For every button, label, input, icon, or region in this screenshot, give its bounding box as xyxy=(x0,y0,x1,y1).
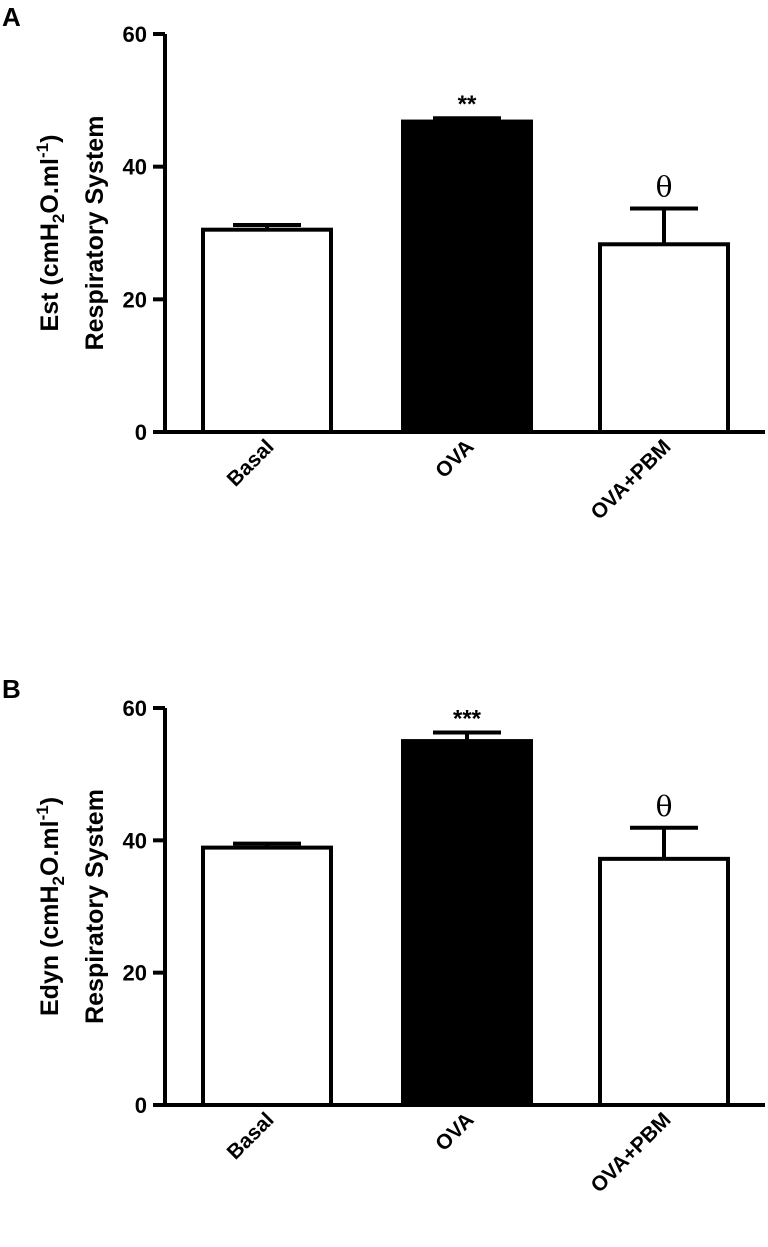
y-axis-label-part: ) xyxy=(36,797,64,805)
bar-basal xyxy=(201,227,333,434)
significance-stars: *** xyxy=(453,705,482,732)
panel-letter: B xyxy=(2,674,21,704)
y-axis-label-line1: Est (cmH2O.ml-1) xyxy=(33,135,68,332)
y-axis-label-part: 2 xyxy=(49,876,68,885)
bar-ova-pbm xyxy=(598,242,730,434)
x-tick-label: Basal xyxy=(223,1108,279,1164)
y-tick-label: 20 xyxy=(123,961,147,986)
x-tick-label: Basal xyxy=(223,435,279,491)
y-tick-label: 0 xyxy=(135,1093,147,1118)
y-tick-label: 40 xyxy=(123,828,147,853)
bar-ova xyxy=(401,119,533,434)
y-axis-label-part: Est (cmH xyxy=(36,223,64,331)
chart-panel-a: A Basal ** OVA θ OVA+PBM 0 20 40 60 Est (cmH2O.ml-… xyxy=(2,2,765,524)
x-tick-label: OVA+PBM xyxy=(587,1108,676,1197)
y-axis-label-part: -1 xyxy=(33,143,52,158)
y-axis-label-line1: Edyn (cmH2O.ml-1) xyxy=(33,797,68,1016)
y-tick-label: 0 xyxy=(135,420,147,445)
y-axis-label-line2: Respiratory System xyxy=(81,789,109,1024)
bar-basal xyxy=(201,845,333,1108)
x-tick-label: OVA xyxy=(431,435,478,482)
panel-letter: A xyxy=(2,2,21,32)
y-axis-label-part: Edyn (cmH xyxy=(36,885,64,1016)
y-axis-label-part: O.ml xyxy=(36,158,64,214)
y-tick-label: 60 xyxy=(123,696,147,721)
significance-stars: ** xyxy=(458,91,477,118)
x-tick-label: OVA+PBM xyxy=(587,435,676,524)
y-axis-label-part: -1 xyxy=(33,805,52,820)
y-axis-label-part: 2 xyxy=(49,214,68,223)
y-axis-label-line2: Respiratory System xyxy=(81,116,109,351)
x-tick-label: OVA xyxy=(431,1108,478,1155)
chart-panel-b: B Basal *** OVA θ OVA+PBM 0 20 40 60 Edyn (cmH2O.m… xyxy=(2,674,765,1197)
y-axis-label-part: O.ml xyxy=(36,820,64,876)
y-tick-label: 60 xyxy=(123,22,147,47)
y-tick-label: 20 xyxy=(123,287,147,312)
y-tick-label: 40 xyxy=(123,155,147,180)
significance-theta: θ xyxy=(656,170,673,203)
bar-ova xyxy=(401,739,533,1107)
significance-theta: θ xyxy=(656,790,673,823)
y-axis-label-part: ) xyxy=(36,135,64,143)
bar-ova-pbm xyxy=(598,856,730,1107)
